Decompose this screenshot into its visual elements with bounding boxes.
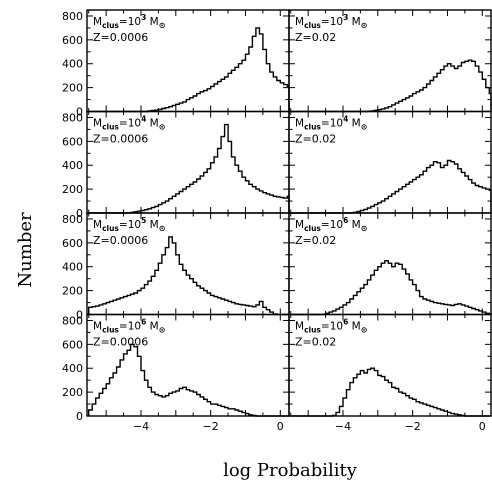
y-tick-label: 600 — [62, 34, 83, 47]
x-tick-label: 0 — [479, 420, 486, 433]
y-tick-label: 600 — [62, 135, 83, 148]
y-tick-label: 800 — [62, 213, 83, 226]
histogram-panel: Mclus=103 M⊙Z=0.02 — [288, 9, 492, 113]
histogram-line — [88, 343, 289, 417]
panel-frame — [288, 313, 492, 417]
panel-mass-label: Mclus=106 M⊙ — [295, 216, 367, 233]
y-tick-label: 400 — [62, 261, 83, 274]
y-tick-label: 600 — [62, 338, 83, 351]
y-tick-label: 400 — [62, 58, 83, 71]
panel-mass-label: Mclus=105 M⊙ — [93, 216, 165, 233]
y-axis-label: Number — [15, 212, 36, 288]
y-tick-label: 800 — [62, 314, 83, 327]
histogram-panel: 0 200 400 600 800 Mclus=104 M⊙Z=0.0006 — [62, 110, 290, 220]
y-tick-label: 400 — [62, 159, 83, 172]
y-tick-label: 0 — [76, 106, 83, 119]
histogram-line — [88, 123, 290, 214]
x-tick-label: 0 — [277, 420, 284, 433]
histogram-panel: 0 200 400 600 800 −4 −2 0 Mclus=106 M⊙Z=0.0006 — [62, 313, 290, 433]
y-tick-label: 800 — [62, 10, 83, 23]
histogram-line — [290, 59, 492, 113]
y-tick-label: 800 — [62, 111, 83, 124]
histogram-panel: 0 200 400 600 800 Mclus=105 M⊙Z=0.0006 — [62, 212, 290, 322]
panel-mass-label: Mclus=104 M⊙ — [93, 115, 165, 132]
y-tick-label: 200 — [62, 82, 83, 95]
x-axis-label: log Probability — [223, 460, 358, 481]
x-tick-label: −4 — [335, 420, 351, 433]
panel-metallicity-label: Z=0.02 — [295, 133, 336, 146]
panel-metallicity-label: Z=0.0006 — [93, 31, 148, 44]
y-tick-label: 200 — [62, 386, 83, 399]
y-tick-label: 0 — [76, 309, 83, 322]
x-tick-label: −4 — [133, 420, 149, 433]
histogram-line — [290, 367, 491, 417]
x-tick-label: −2 — [203, 420, 219, 433]
y-tick-label: 200 — [62, 285, 83, 298]
panel-metallicity-label: Z=0.0006 — [93, 234, 148, 247]
histogram-panel: −4 −2 0 Mclus=106 M⊙Z=0.02 — [288, 313, 492, 433]
histogram-line — [290, 260, 492, 316]
y-tick-label: 0 — [76, 410, 83, 423]
histogram-line — [88, 236, 289, 316]
y-tick-label: 200 — [62, 183, 83, 196]
histogram-panel: 0 200 400 600 800 Mclus=103 M⊙Z=0.0006 — [62, 9, 290, 119]
panel-mass-label: Mclus=104 M⊙ — [295, 115, 367, 132]
panel-mass-label: Mclus=106 M⊙ — [93, 318, 165, 335]
y-tick-label: 400 — [62, 362, 83, 375]
panel-metallicity-label: Z=0.02 — [295, 336, 336, 349]
panel-mass-label: Mclus=103 M⊙ — [93, 13, 165, 30]
y-tick-label: 600 — [62, 237, 83, 250]
panel-mass-label: Mclus=103 M⊙ — [295, 13, 367, 30]
panel-metallicity-label: Z=0.0006 — [93, 336, 148, 349]
histogram-panel: Mclus=104 M⊙Z=0.02 — [288, 110, 492, 214]
panel-mass-label: Mclus=106 M⊙ — [295, 318, 367, 335]
histogram-panel: Mclus=106 M⊙Z=0.02 — [288, 212, 492, 316]
panel-metallicity-label: Z=0.0006 — [93, 133, 148, 146]
panel-metallicity-label: Z=0.02 — [295, 31, 336, 44]
y-tick-label: 0 — [76, 207, 83, 220]
x-tick-label: −2 — [405, 420, 421, 433]
histogram-line — [290, 159, 492, 214]
panel-metallicity-label: Z=0.02 — [295, 234, 336, 247]
